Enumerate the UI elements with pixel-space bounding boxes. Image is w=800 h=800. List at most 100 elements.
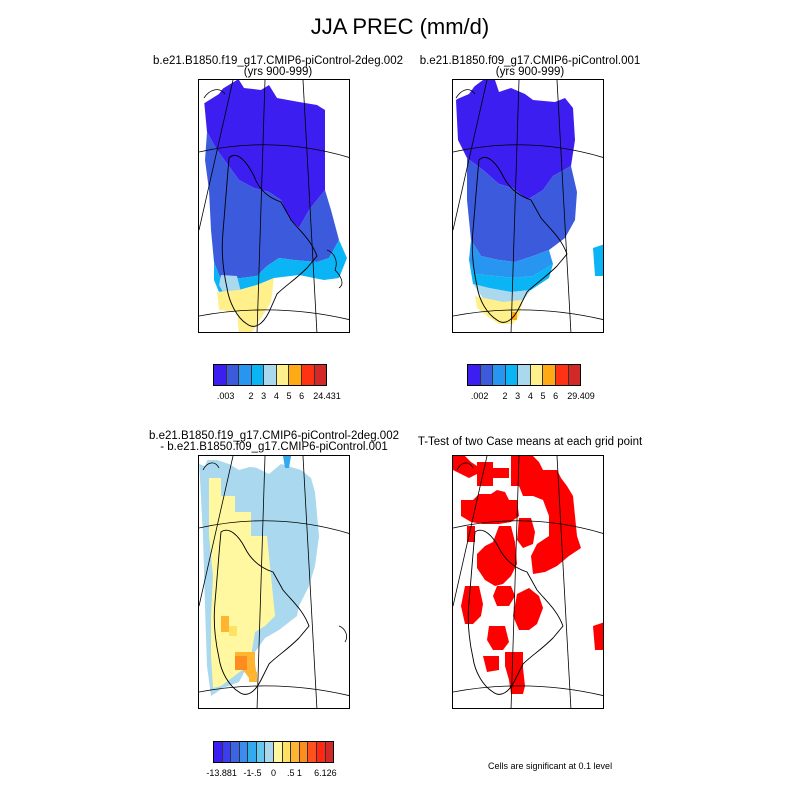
colorbar-swatch — [265, 742, 275, 762]
colorbar-panel-3 — [213, 741, 334, 763]
panel-3-title: b.e21.B1850.f19_g17.CMIP6-piControl-2deg… — [143, 430, 405, 453]
latitude-line — [453, 685, 603, 696]
colorbar-label: 6 — [553, 391, 559, 401]
longitude-line — [556, 80, 572, 332]
longitude-line — [199, 456, 234, 607]
colorbar-swatch — [226, 365, 240, 385]
colorbar-label: 5 — [540, 391, 546, 401]
colorbar-swatch — [222, 742, 232, 762]
colorbar-swatch — [480, 365, 494, 385]
colorbar-swatch — [518, 365, 531, 385]
colorbar-label: 5 — [286, 391, 292, 401]
colorbar-swatch — [248, 742, 257, 762]
colorbar-swatch — [231, 742, 240, 762]
latitude-line — [199, 685, 349, 696]
coastline-east-island — [326, 249, 343, 289]
prec-region-high — [217, 278, 274, 332]
longitude-line — [510, 80, 520, 332]
panel-4-map — [452, 455, 604, 709]
figure-title: JJA PREC (mm/d) — [310, 14, 490, 39]
coastline-east-island — [338, 625, 347, 643]
diff-region-positive — [249, 672, 257, 682]
longitude-line — [510, 456, 520, 708]
colorbar-swatch — [299, 742, 309, 762]
diff-region-high-positive — [235, 656, 247, 670]
prec-region-missing — [199, 80, 229, 104]
colorbar-label: 1 — [296, 768, 302, 778]
colorbar-label: -13.881 — [206, 768, 237, 778]
colorbar-swatch — [289, 365, 302, 385]
prec-region-east — [593, 244, 603, 276]
longitude-line — [453, 80, 488, 231]
colorbar-swatch — [314, 365, 327, 385]
colorbar-swatch — [276, 365, 290, 385]
colorbar-label: -.5 — [250, 768, 262, 778]
diff-region-missing — [199, 456, 209, 466]
panel-3-title-line1: b.e21.B1850.f19_g17.CMIP6-piControl-2deg… — [149, 430, 399, 442]
prec-region-mid-low — [469, 240, 553, 278]
colorbar-swatch — [530, 365, 544, 385]
colorbar-swatch — [505, 365, 519, 385]
longitude-line — [256, 456, 266, 708]
prec-region-low — [205, 132, 339, 280]
colorbar-swatch — [316, 742, 326, 762]
prec-region-low — [467, 158, 577, 262]
colorbar-swatch — [274, 742, 283, 762]
colorbar-label: 6 — [299, 391, 305, 401]
colorbar-swatch — [543, 365, 556, 385]
colorbar-swatch — [214, 742, 223, 762]
colorbar-label: 4 — [273, 391, 279, 401]
panel-1-title: b.e21.B1850.f19_g17.CMIP6-piControl-2deg… — [148, 55, 408, 78]
panel-2-title-line1: b.e21.B1850.f09_g17.CMIP6-piControl.001 — [419, 55, 641, 67]
panel-2-title: b.e21.B1850.f09_g17.CMIP6-piControl.001 … — [400, 55, 660, 78]
latitude-line — [199, 520, 349, 534]
coastline — [213, 529, 310, 695]
colorbar-label: 3 — [261, 391, 267, 401]
diff-region-positive — [229, 626, 237, 636]
latitude-line — [199, 144, 349, 158]
colorbar-label: 2 — [248, 391, 254, 401]
longitude-line — [302, 80, 318, 332]
panel-1-map — [198, 79, 350, 333]
latitude-line — [453, 144, 603, 158]
colorbar-swatch — [264, 365, 277, 385]
diff-region-positive — [221, 616, 229, 632]
colorbar-label: 29.409 — [567, 391, 595, 401]
longitude-line — [453, 456, 488, 607]
latitude-line — [199, 309, 349, 320]
panel-4-title-line1: T-Test of two Case means at each grid po… — [417, 436, 643, 448]
colorbar-label: 0 — [270, 768, 277, 778]
coastline — [467, 529, 564, 695]
colorbar-label: 2 — [502, 391, 508, 401]
colorbar-panel-1 — [213, 364, 327, 386]
colorbar-swatch — [239, 365, 252, 385]
colorbar-label: 3 — [515, 391, 521, 401]
prec-region-very-low — [456, 80, 575, 200]
coastline-north — [455, 89, 476, 99]
significant-cells — [453, 456, 603, 694]
panel-3-title-line2: - b.e21.B1850.f09_g17.CMIP6-piControl.00… — [160, 441, 388, 453]
colorbar-label: .002 — [470, 391, 489, 401]
coastline — [471, 156, 568, 323]
longitude-line — [302, 456, 318, 708]
coastline-north — [203, 89, 226, 99]
colorbar-swatch — [493, 365, 506, 385]
colorbar-label: 6.126 — [314, 768, 337, 778]
colorbar-swatch — [468, 365, 481, 385]
coastline-north — [202, 462, 220, 471]
colorbar-label: 4 — [527, 391, 533, 401]
diff-region-negative — [283, 456, 291, 468]
colorbar-swatch — [301, 365, 315, 385]
colorbar-swatch — [568, 365, 581, 385]
prec-region-mid — [469, 260, 553, 292]
colorbar-label: -1 — [243, 768, 252, 778]
colorbar-swatch — [239, 742, 249, 762]
panel-2-title-line2: (yrs 900-999) — [495, 66, 565, 78]
longitude-line — [256, 80, 266, 332]
colorbar-swatch — [282, 742, 292, 762]
longitude-line — [199, 80, 234, 231]
colorbar-swatch — [251, 365, 265, 385]
panel-2-map — [452, 79, 604, 333]
colorbar-panel-2 — [467, 364, 581, 386]
colorbar-label: 24.431 — [313, 391, 341, 401]
